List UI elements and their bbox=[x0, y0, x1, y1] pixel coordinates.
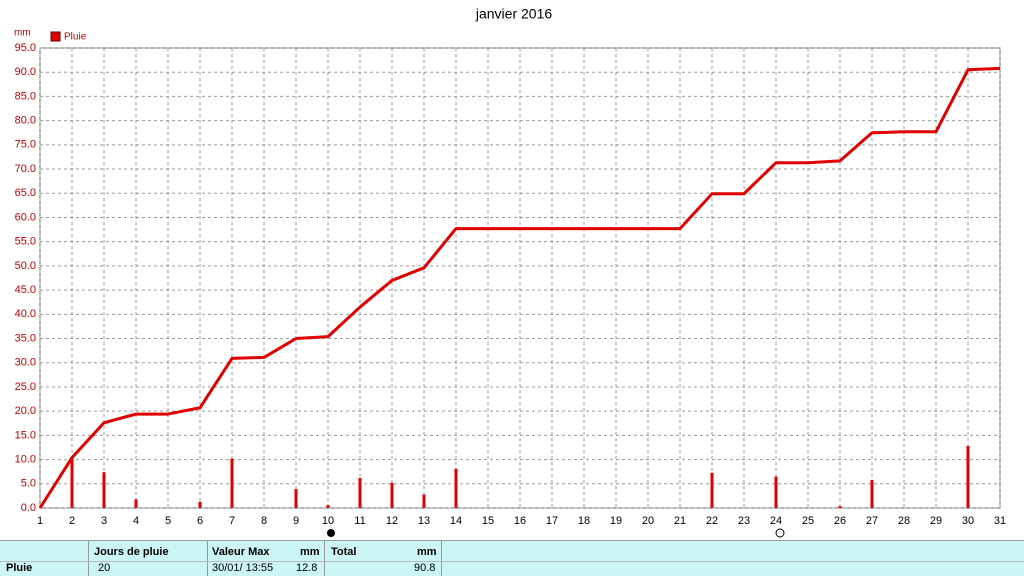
value: 30/01/ 13:55 bbox=[212, 562, 274, 574]
bar bbox=[326, 505, 330, 508]
legend-label: Pluie bbox=[64, 32, 87, 43]
y-tick-label: 85.0 bbox=[15, 90, 36, 102]
y-tick-label: 45.0 bbox=[15, 284, 36, 296]
x-tick-label: 16 bbox=[514, 515, 526, 527]
y-tick-label: 30.0 bbox=[15, 357, 36, 369]
y-unit: mm bbox=[14, 28, 31, 39]
x-tick-label: 31 bbox=[994, 515, 1006, 527]
y-tick-label: 35.0 bbox=[15, 332, 36, 344]
x-tick-label: 6 bbox=[197, 515, 203, 527]
y-tick-label: 25.0 bbox=[15, 381, 36, 393]
bar bbox=[454, 468, 458, 508]
bar bbox=[710, 472, 714, 508]
x-tick-label: 4 bbox=[133, 515, 139, 527]
x-tick-label: 10 bbox=[322, 515, 334, 527]
x-tick-label: 29 bbox=[930, 515, 942, 527]
chart-title: janvier 2016 bbox=[475, 6, 552, 22]
y-tick-label: 55.0 bbox=[15, 236, 36, 248]
bar bbox=[966, 446, 970, 508]
x-tick-label: 19 bbox=[610, 515, 622, 527]
bar bbox=[198, 501, 202, 508]
moon-icon bbox=[775, 528, 785, 538]
header: Total bbox=[331, 546, 357, 558]
value: 12.8 bbox=[296, 562, 318, 574]
x-tick-label: 15 bbox=[482, 515, 494, 527]
bar bbox=[134, 499, 138, 508]
x-tick-label: 28 bbox=[898, 515, 910, 527]
x-tick-label: 14 bbox=[450, 515, 462, 527]
x-tick-label: 5 bbox=[165, 515, 171, 527]
x-tick-label: 21 bbox=[674, 515, 686, 527]
x-tick-label: 17 bbox=[546, 515, 558, 527]
x-tick-label: 7 bbox=[229, 515, 235, 527]
bar bbox=[390, 482, 394, 508]
summary-table: Pluie Jours de pluie 20 Valeur Max mm 30… bbox=[0, 540, 1024, 576]
x-tick-label: 30 bbox=[962, 515, 974, 527]
x-tick-label: 20 bbox=[642, 515, 654, 527]
x-tick-label: 9 bbox=[293, 515, 299, 527]
x-tick-label: 23 bbox=[738, 515, 750, 527]
x-tick-label: 25 bbox=[802, 515, 814, 527]
row-label: Pluie bbox=[6, 562, 33, 574]
unit: mm bbox=[417, 546, 437, 558]
header: Valeur Max bbox=[212, 546, 270, 558]
y-tick-label: 15.0 bbox=[15, 429, 36, 441]
y-tick-label: 95.0 bbox=[15, 42, 36, 54]
y-tick-label: 60.0 bbox=[15, 211, 36, 223]
bar bbox=[102, 472, 106, 508]
x-tick-label: 12 bbox=[386, 515, 398, 527]
y-tick-label: 80.0 bbox=[15, 115, 36, 127]
x-tick-label: 24 bbox=[770, 515, 782, 527]
bar bbox=[870, 479, 874, 508]
y-tick-label: 75.0 bbox=[15, 139, 36, 151]
y-tick-label: 50.0 bbox=[15, 260, 36, 272]
table-border bbox=[0, 561, 1024, 562]
value: 20 bbox=[98, 562, 111, 574]
y-tick-label: 0.0 bbox=[21, 502, 36, 514]
y-tick-label: 10.0 bbox=[15, 453, 36, 465]
unit: mm bbox=[300, 546, 320, 558]
x-tick-label: 18 bbox=[578, 515, 590, 527]
x-tick-label: 26 bbox=[834, 515, 846, 527]
cell bbox=[324, 540, 442, 576]
x-tick-label: 8 bbox=[261, 515, 267, 527]
y-tick-label: 40.0 bbox=[15, 308, 36, 320]
legend-swatch bbox=[50, 31, 61, 42]
cell bbox=[88, 540, 207, 576]
x-tick-label: 11 bbox=[354, 515, 365, 527]
bar bbox=[230, 458, 234, 508]
x-tick-label: 13 bbox=[418, 515, 430, 527]
value: 90.8 bbox=[414, 562, 436, 574]
table-border bbox=[0, 540, 1024, 541]
bar bbox=[358, 477, 362, 508]
x-tick-label: 22 bbox=[706, 515, 718, 527]
x-tick-label: 1 bbox=[37, 515, 43, 527]
y-tick-label: 90.0 bbox=[15, 66, 36, 78]
chart: janvier 2016 mm 0.0 5.0 10.0 15.0 20.0 25.0 30… bbox=[14, 6, 1006, 538]
bar bbox=[774, 476, 778, 508]
x-tick-label: 3 bbox=[101, 515, 107, 527]
x-tick-label: 2 bbox=[69, 515, 75, 527]
y-tick-label: 70.0 bbox=[15, 163, 36, 175]
moon-icon bbox=[327, 529, 335, 537]
line bbox=[38, 66, 1001, 509]
header: Jours de pluie bbox=[94, 546, 169, 558]
y-tick-label: 20.0 bbox=[15, 405, 36, 417]
cell bbox=[207, 540, 324, 576]
bar bbox=[838, 506, 842, 508]
y-tick-label: 65.0 bbox=[15, 187, 36, 199]
y-tick-label: 5.0 bbox=[21, 478, 36, 490]
bar bbox=[70, 457, 74, 508]
bar bbox=[422, 494, 426, 508]
bar bbox=[294, 489, 298, 508]
x-tick-label: 27 bbox=[866, 515, 878, 527]
